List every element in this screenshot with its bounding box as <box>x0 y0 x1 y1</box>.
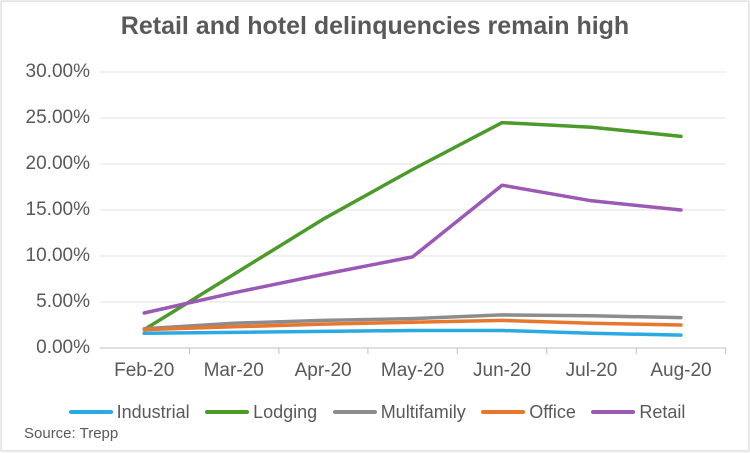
svg-text:Mar-20: Mar-20 <box>204 360 264 380</box>
svg-text:Feb-20: Feb-20 <box>114 360 174 380</box>
svg-text:Apr-20: Apr-20 <box>295 360 352 380</box>
svg-text:20.00%: 20.00% <box>26 153 91 174</box>
svg-text:10.00%: 10.00% <box>26 245 91 266</box>
svg-text:May-20: May-20 <box>381 360 444 380</box>
svg-text:5.00%: 5.00% <box>36 291 90 312</box>
svg-text:Aug-20: Aug-20 <box>650 360 711 380</box>
svg-text:0.00%: 0.00% <box>36 337 90 358</box>
svg-text:25.00%: 25.00% <box>26 107 91 128</box>
svg-text:15.00%: 15.00% <box>26 199 91 220</box>
svg-text:Jul-20: Jul-20 <box>566 360 618 380</box>
svg-text:Jun-20: Jun-20 <box>473 360 531 380</box>
svg-text:30.00%: 30.00% <box>26 61 91 82</box>
